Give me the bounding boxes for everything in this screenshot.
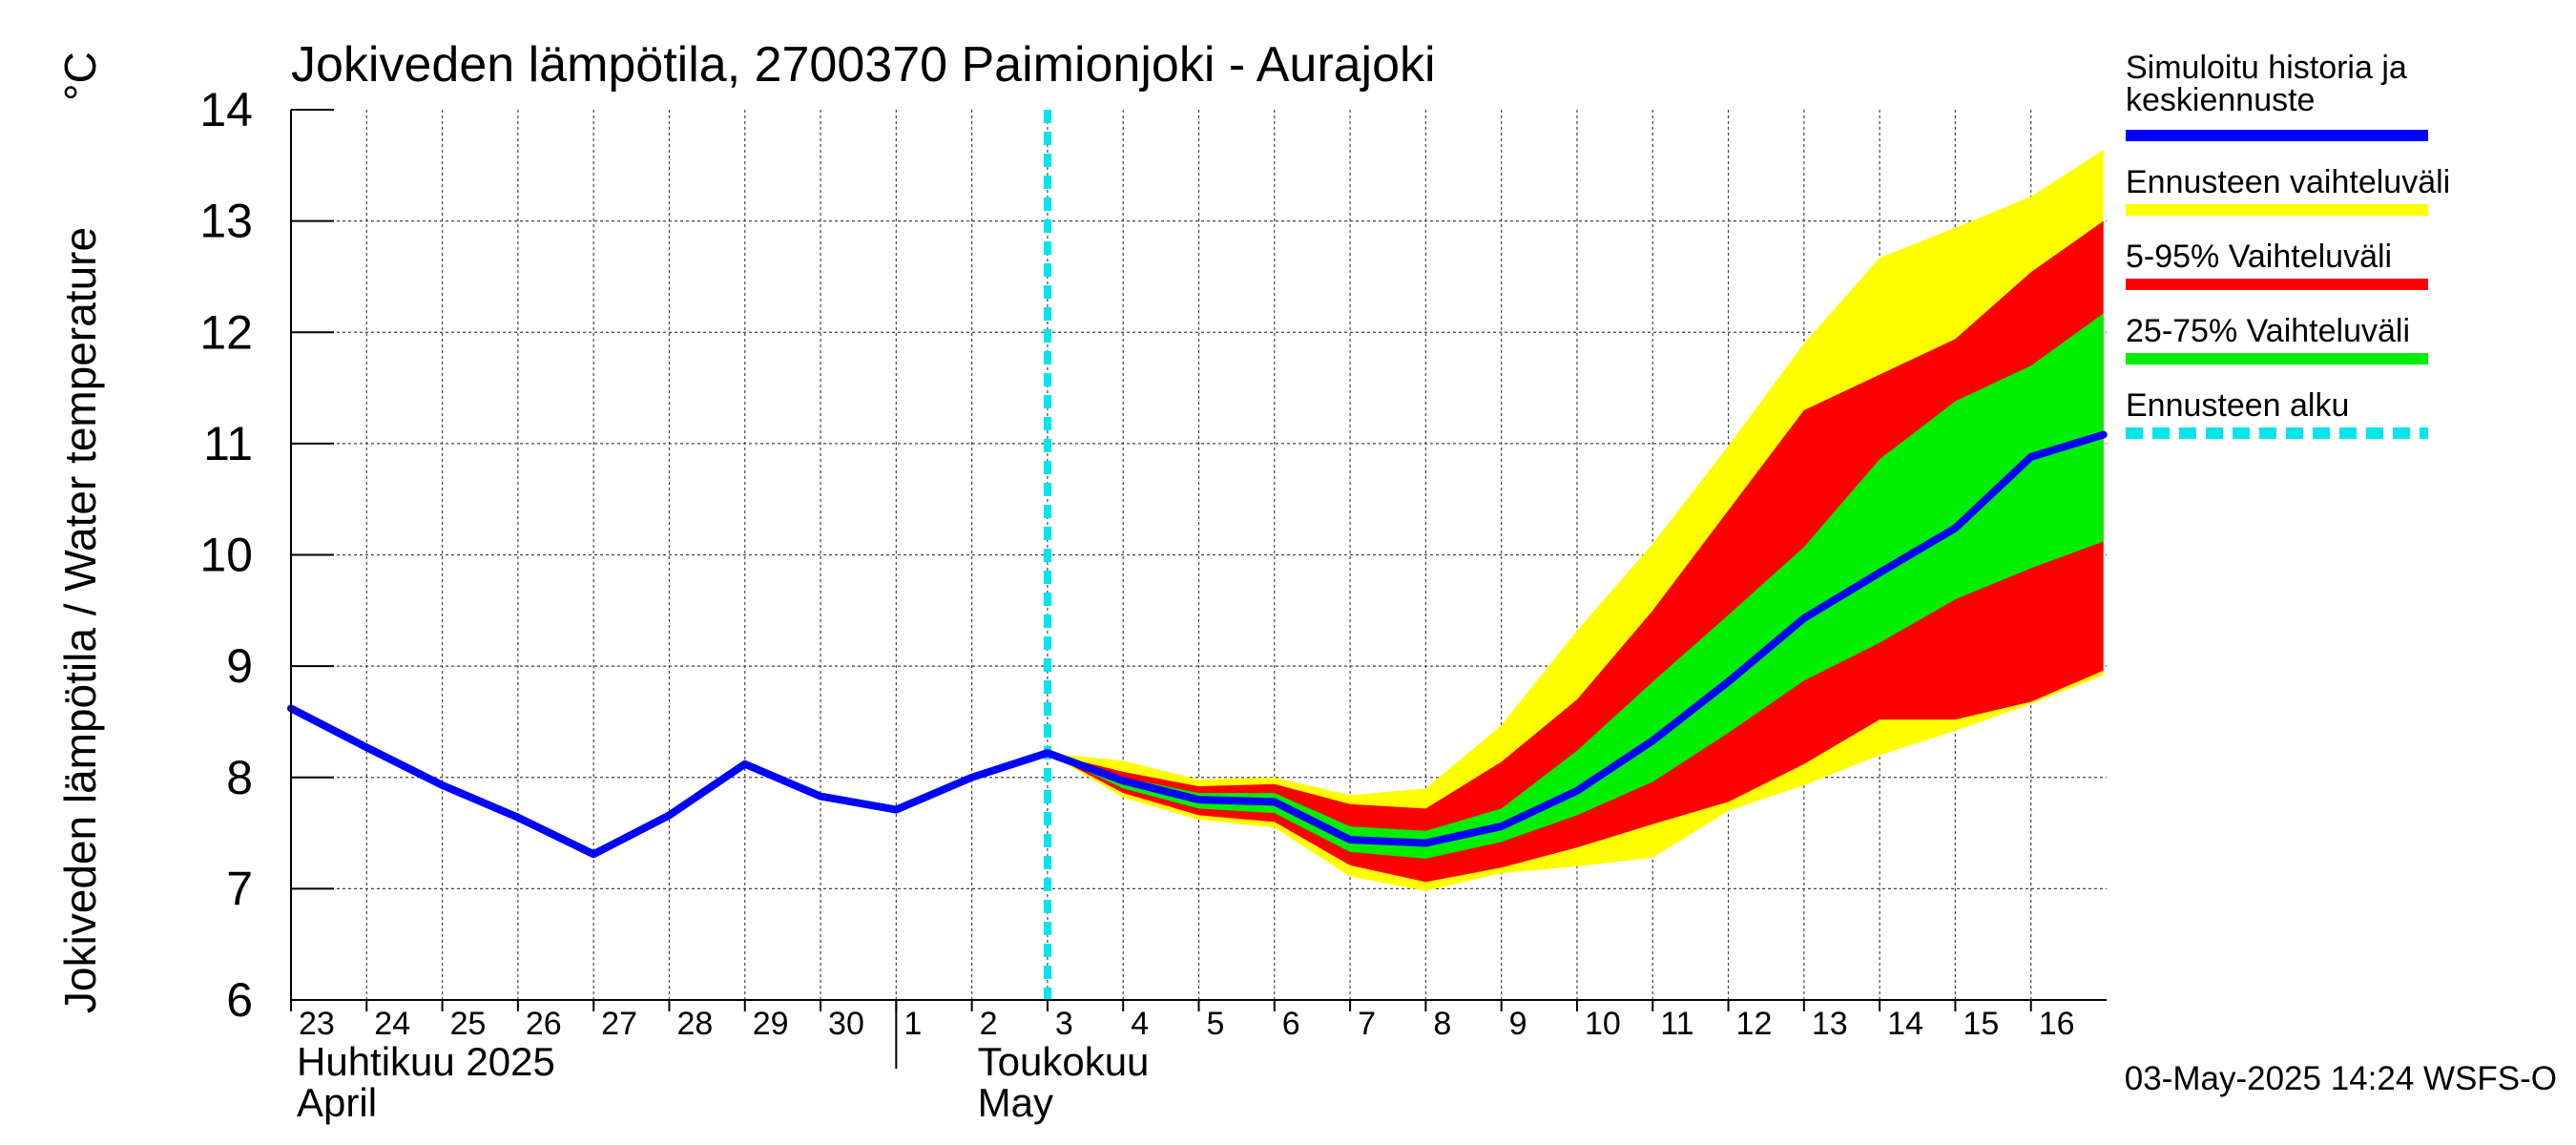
x-tick-label: 1 xyxy=(904,1006,922,1042)
forecast-bands xyxy=(1047,149,2104,891)
median-point xyxy=(1047,752,1049,754)
median-point xyxy=(1198,799,1199,801)
x-tick-label: 12 xyxy=(1736,1006,1773,1042)
series-lines xyxy=(287,110,2108,1000)
legend-label: 25-75% Vaihteluväli xyxy=(2126,313,2410,349)
band-5-95-vaihteluv-li xyxy=(1047,220,2104,883)
x-tick-label: 28 xyxy=(676,1006,713,1042)
median-point xyxy=(592,853,594,855)
y-tick-label: 12 xyxy=(199,305,253,359)
x-tick-label: 23 xyxy=(299,1006,335,1042)
median-point xyxy=(2030,456,2032,458)
x-tick-label: 7 xyxy=(1358,1006,1376,1042)
median-point xyxy=(1652,739,1653,741)
y-tick-label: 10 xyxy=(199,529,253,582)
x-tick-label: 3 xyxy=(1055,1006,1073,1042)
y-tick-label: 13 xyxy=(199,195,253,248)
x-tick-label: 29 xyxy=(753,1006,789,1042)
y-tick-label: 7 xyxy=(226,862,253,915)
median-point xyxy=(1576,790,1578,792)
median-point xyxy=(1349,839,1351,841)
x-tick-label: 10 xyxy=(1585,1006,1621,1042)
legend-label: Simuloitu historia ja xyxy=(2126,50,2407,86)
median-point xyxy=(442,784,444,786)
median-point xyxy=(744,763,746,765)
y-tick-label: 8 xyxy=(226,751,253,804)
y-axis-label: Jokiveden lämpötila / Water temperature xyxy=(55,227,105,1013)
x-tick-label: 9 xyxy=(1509,1006,1527,1042)
legend-label: Ennusteen vaihteluväli xyxy=(2126,164,2450,200)
y-tick-label: 11 xyxy=(203,417,253,470)
month-label-english: May xyxy=(978,1080,1053,1125)
x-tick-label: 6 xyxy=(1282,1006,1300,1042)
y-axis-unit: °C xyxy=(55,52,105,101)
median-point xyxy=(668,814,670,816)
y-tick-label: 14 xyxy=(199,83,253,136)
x-tick-label: 26 xyxy=(526,1006,562,1042)
median-point xyxy=(517,817,519,819)
x-tick-label: 8 xyxy=(1433,1006,1451,1042)
median-point xyxy=(1728,680,1730,682)
x-tick-label: 2 xyxy=(980,1006,998,1042)
median-point xyxy=(895,809,897,811)
legend-label: keskiennuste xyxy=(2126,82,2315,118)
x-tick-label: 16 xyxy=(2039,1006,2075,1042)
month-label-english: April xyxy=(297,1080,377,1125)
x-tick-label: 14 xyxy=(1887,1006,1923,1042)
median-point xyxy=(365,746,367,748)
y-tick-label: 9 xyxy=(226,639,253,693)
x-tick-label: 27 xyxy=(601,1006,637,1042)
x-tick-label: 24 xyxy=(374,1006,410,1042)
median-point xyxy=(971,777,973,779)
x-tick-label: 13 xyxy=(1812,1006,1848,1042)
x-tick-label: 11 xyxy=(1660,1006,1693,1042)
median-point xyxy=(1954,528,1956,530)
median-point xyxy=(1803,617,1805,619)
legend-label: 5-95% Vaihteluväli xyxy=(2126,239,2392,275)
x-tick-label: 30 xyxy=(828,1006,864,1042)
x-tick-label: 15 xyxy=(1963,1006,1999,1042)
band-25-75-vaihteluv-li xyxy=(1047,313,2104,859)
legend-label: Ennusteen alku xyxy=(2126,387,2349,424)
median-point xyxy=(2103,434,2105,436)
footer-timestamp: 03-May-2025 14:24 WSFS-O xyxy=(2125,1060,2557,1097)
x-tick-label: 25 xyxy=(450,1006,487,1042)
y-tick-label: 6 xyxy=(226,973,253,1027)
x-tick-label: 5 xyxy=(1207,1006,1225,1042)
x-tick-label: 4 xyxy=(1131,1006,1149,1042)
chart-title: Jokiveden lämpötila, 2700370 Paimionjoki… xyxy=(291,37,1436,93)
median-point xyxy=(1501,825,1503,827)
month-label: Toukokuu xyxy=(978,1039,1150,1084)
month-label: Huhtikuu 2025 xyxy=(297,1039,555,1084)
